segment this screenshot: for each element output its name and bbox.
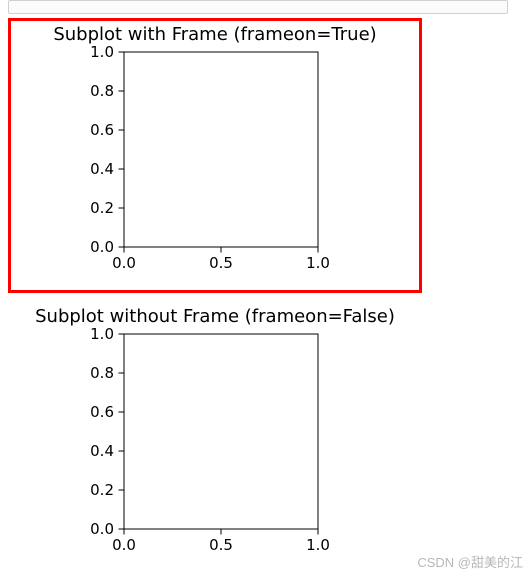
xtick-label: 0.0 <box>104 254 144 272</box>
ytick-label: 0.2 <box>84 481 114 499</box>
watermark-text: CSDN @甜美的江 <box>417 552 523 571</box>
ytick-label: 0.6 <box>84 121 114 139</box>
xtick-label: 0.5 <box>201 254 241 272</box>
ytick-label: 0.4 <box>84 442 114 460</box>
xtick-label: 0.0 <box>104 536 144 554</box>
subplot-top: Subplot with Frame (frameon=True) 1.0 0.… <box>8 18 422 293</box>
ytick-label: 0.4 <box>84 160 114 178</box>
plot-area-bottom <box>124 334 318 529</box>
plot-area-top <box>124 52 318 247</box>
xtick-label: 1.0 <box>298 254 338 272</box>
ytick-label: 0.2 <box>84 199 114 217</box>
subplot-bottom: Subplot without Frame (frameon=False) 1.… <box>8 300 422 572</box>
ytick-label: 1.0 <box>84 325 114 343</box>
axes-svg <box>116 332 326 544</box>
ytick-label: 1.0 <box>84 43 114 61</box>
xtick-label: 1.0 <box>298 536 338 554</box>
top-toolbar-strip <box>8 0 508 14</box>
ytick-label: 0.6 <box>84 403 114 421</box>
axes-spines <box>124 334 318 529</box>
xtick-label: 0.5 <box>201 536 241 554</box>
subplot-title: Subplot without Frame (frameon=False) <box>8 306 422 327</box>
axes-spines <box>124 52 318 247</box>
ytick-label: 0.8 <box>84 82 114 100</box>
ytick-label: 0.8 <box>84 364 114 382</box>
subplot-title: Subplot with Frame (frameon=True) <box>8 24 422 45</box>
axes-svg <box>116 50 326 262</box>
